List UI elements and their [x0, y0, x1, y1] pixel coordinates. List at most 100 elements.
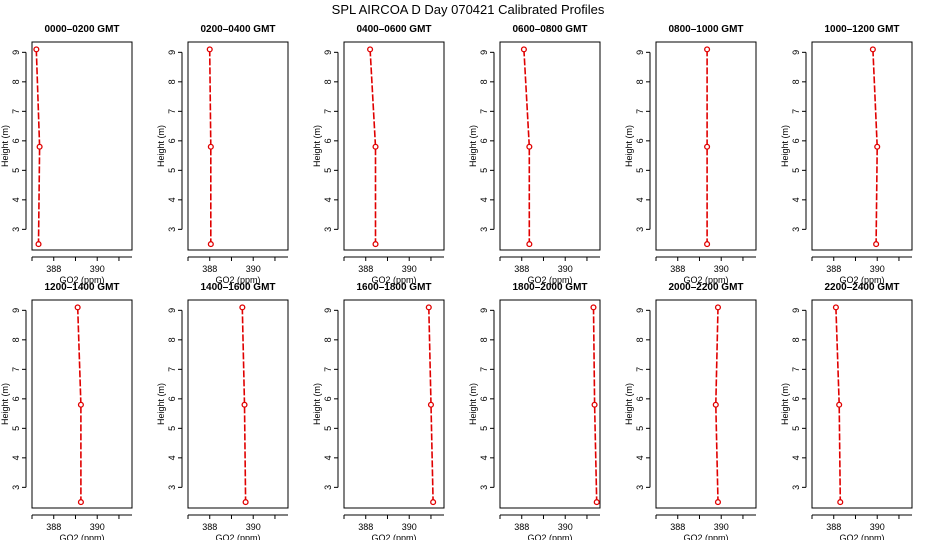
y-tick-label: 7 [479, 367, 489, 372]
y-tick-label: 3 [11, 227, 21, 232]
profile-point [526, 143, 533, 150]
plot-frame [343, 299, 445, 509]
y-tick-label: 9 [635, 50, 645, 55]
profile-line [872, 49, 879, 245]
panel-title: 1200–1400 GMT [44, 282, 119, 293]
y-tick-label: 9 [479, 308, 489, 313]
profile-point [874, 143, 881, 150]
plot-frame [811, 299, 913, 509]
x-axis-label: GO2 (ppm) [215, 275, 260, 285]
x-tick-label: 388 [202, 522, 217, 532]
profile-point [427, 401, 435, 408]
x-tick-label: 390 [246, 522, 261, 532]
y-tick-label: 4 [479, 455, 489, 460]
plot-frame [31, 41, 133, 251]
y-tick-label: 4 [11, 455, 21, 460]
y-axis-label: Height (m) [468, 383, 478, 425]
y-tick-label: 6 [323, 138, 333, 143]
y-tick-label: 5 [167, 426, 177, 431]
profile-point [593, 499, 600, 506]
y-axis-label: Height (m) [624, 383, 634, 425]
profile-point [239, 304, 246, 311]
y-tick-label: 6 [791, 138, 801, 143]
x-tick-label: 390 [870, 522, 885, 532]
profile-line [241, 307, 247, 503]
profile-point [704, 241, 711, 248]
profile-point [590, 304, 597, 311]
y-tick-label: 8 [323, 337, 333, 342]
y-tick-label: 7 [323, 109, 333, 114]
y-tick-label: 6 [11, 138, 21, 143]
profile-line [714, 307, 719, 503]
x-tick-label: 388 [358, 264, 373, 274]
profile-point [836, 401, 843, 408]
y-tick-label: 7 [479, 109, 489, 114]
profile-point [714, 499, 722, 506]
y-tick-label: 8 [11, 337, 21, 342]
profile-point [372, 241, 379, 248]
y-tick-label: 5 [791, 168, 801, 173]
y-tick-label: 4 [323, 455, 333, 460]
y-tick-label: 4 [791, 197, 801, 202]
y-tick-label: 9 [635, 308, 645, 313]
profile-line [523, 49, 531, 245]
y-tick-label: 8 [791, 337, 801, 342]
y-tick-label: 8 [167, 79, 177, 84]
y-tick-label: 8 [635, 79, 645, 84]
y-axis-label: Height (m) [624, 125, 634, 167]
profile-point [367, 46, 374, 53]
y-tick-label: 9 [323, 50, 333, 55]
y-tick-label: 7 [11, 109, 21, 114]
y-tick-label: 7 [635, 109, 645, 114]
y-tick-label: 6 [479, 396, 489, 401]
y-tick-label: 4 [167, 197, 177, 202]
plot-frame [343, 41, 445, 251]
y-tick-label: 8 [635, 337, 645, 342]
x-tick-label: 388 [670, 522, 685, 532]
x-tick-label: 388 [514, 264, 529, 274]
x-axis-label: GO2 (ppm) [527, 533, 572, 540]
x-tick-label: 390 [90, 522, 105, 532]
profile-point [425, 304, 432, 311]
y-tick-label: 9 [479, 50, 489, 55]
y-tick-label: 5 [167, 168, 177, 173]
x-axis-label: GO2 (ppm) [527, 275, 572, 285]
y-axis-label: Height (m) [312, 383, 322, 425]
plot-frame [31, 299, 133, 509]
panel-title: 0600–0800 GMT [512, 24, 587, 35]
y-axis-label: Height (m) [780, 383, 790, 425]
panel-title: 0800–1000 GMT [668, 24, 743, 35]
panel-title: 0200–0400 GMT [200, 24, 275, 35]
profile-line [592, 307, 598, 503]
y-tick-label: 7 [323, 367, 333, 372]
profile-line [208, 49, 212, 245]
x-axis-label: GO2 (ppm) [215, 533, 260, 540]
y-tick-label: 5 [11, 426, 21, 431]
y-tick-label: 5 [11, 168, 21, 173]
panel-title: 1600–1800 GMT [356, 282, 431, 293]
y-tick-label: 9 [11, 308, 21, 313]
y-tick-label: 7 [167, 367, 177, 372]
profile-line [76, 307, 82, 503]
y-tick-label: 3 [479, 227, 489, 232]
profile-point [837, 499, 844, 506]
y-axis-label: Height (m) [312, 125, 322, 167]
y-tick-label: 7 [167, 109, 177, 114]
y-tick-label: 3 [635, 227, 645, 232]
x-tick-label: 390 [714, 264, 729, 274]
x-tick-label: 388 [358, 522, 373, 532]
plot-frame [811, 41, 913, 251]
y-tick-label: 6 [167, 138, 177, 143]
panel-title: 1800–2000 GMT [512, 282, 587, 293]
y-tick-label: 7 [791, 367, 801, 372]
y-tick-label: 5 [635, 168, 645, 173]
x-tick-label: 388 [46, 522, 61, 532]
y-tick-label: 8 [11, 79, 21, 84]
y-tick-label: 9 [323, 308, 333, 313]
